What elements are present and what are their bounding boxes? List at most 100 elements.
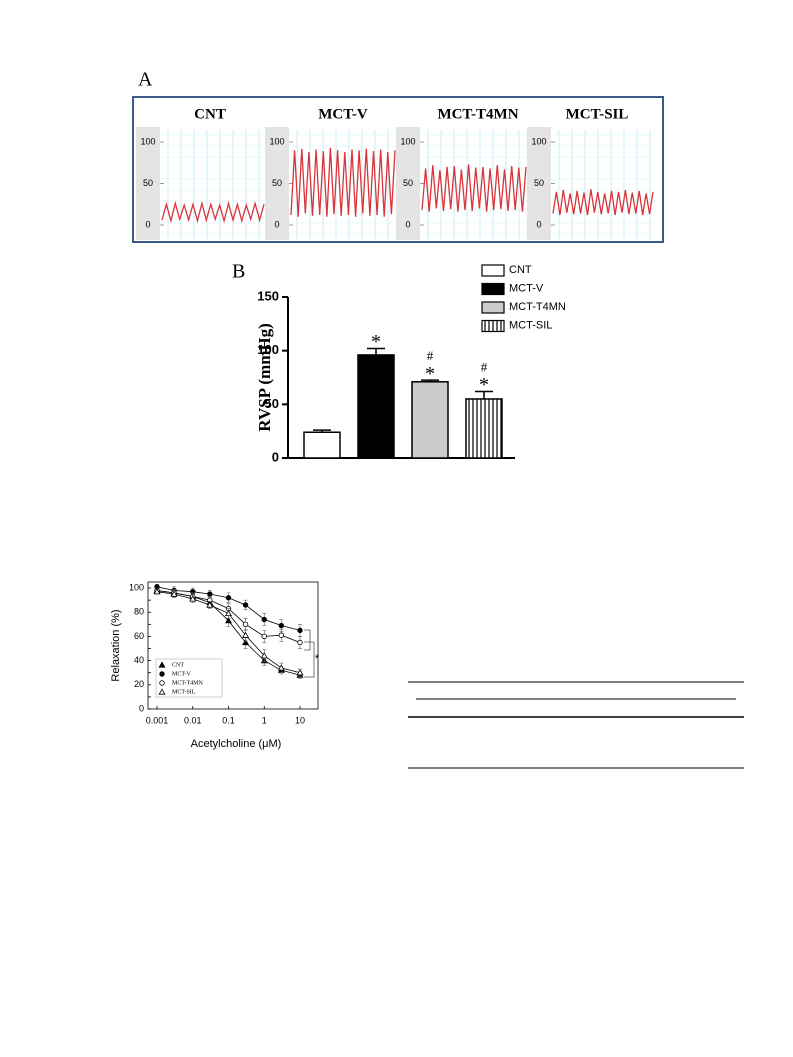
significance-bracket: [304, 629, 315, 678]
bar: [357, 354, 395, 459]
panel-a-frame: [132, 96, 664, 243]
pressure-trace: [161, 200, 265, 224]
y-tick-label: 20: [134, 679, 144, 689]
x-axis-label: Acetylcholine (μM): [191, 738, 282, 750]
data-point: [277, 664, 285, 671]
data-point: [242, 602, 249, 608]
data-point: [261, 616, 267, 623]
y-tick-label: 100: [531, 136, 546, 146]
significance-mark: #: [481, 359, 488, 374]
y-tick-label: 100: [400, 136, 415, 146]
trace-title: MCT-T4MN: [437, 106, 518, 122]
legend-swatch: [481, 301, 505, 314]
legend-marker: [158, 688, 166, 695]
x-tick-label: 10: [295, 715, 305, 725]
y-tick-label: 0: [145, 219, 150, 229]
plot-frame: [147, 581, 319, 710]
y-tick-label: 100: [129, 582, 144, 592]
trace-bg: [551, 130, 655, 240]
data-point: [207, 591, 213, 597]
significance-mark: *: [479, 374, 489, 396]
error-bar: [367, 347, 385, 355]
data-point: [170, 590, 178, 597]
x-tick-label: 0.1: [222, 715, 235, 725]
data-point: [225, 609, 232, 617]
y-tick-label: 50: [534, 178, 544, 188]
data-point: [206, 601, 214, 608]
bar: [303, 431, 341, 459]
y-tick-label: 40: [134, 655, 144, 665]
pressure-trace: [552, 189, 654, 216]
x-tick-label: 0.001: [146, 715, 169, 725]
legend-frame: [155, 658, 223, 698]
data-point: [225, 617, 232, 624]
y-tick-label: 60: [134, 631, 144, 641]
trace-title: MCT-SIL: [566, 106, 629, 122]
panel-label: B: [232, 261, 245, 283]
data-point: [261, 633, 267, 640]
y-axis-label: RVSP (mmHg): [255, 323, 274, 431]
pressure-trace: [290, 147, 396, 217]
significance-mark: #: [427, 348, 434, 363]
data-point: [242, 621, 249, 628]
data-point: [260, 652, 268, 659]
trace-gutter: [527, 127, 551, 240]
pressure-trace: [421, 164, 527, 212]
error-bar: [421, 379, 439, 382]
legend-marker: [158, 661, 166, 668]
y-tick-label: 0: [274, 219, 279, 229]
legend-swatch: [481, 319, 505, 333]
bar: [465, 398, 503, 459]
legend-label: MCT-T4MN: [509, 301, 566, 313]
y-tick-label: 0: [536, 219, 541, 229]
panel-label: A: [138, 69, 153, 91]
y-tick-label: 50: [272, 178, 282, 188]
legend-label: MCT-SIL: [172, 689, 196, 695]
legend-swatch: [481, 282, 505, 296]
data-point: [278, 622, 285, 629]
significance-mark: *: [425, 363, 435, 385]
y-axis-label: Relaxation (%): [110, 609, 122, 681]
data-point: [296, 669, 304, 676]
legend-label: CNT: [172, 662, 184, 668]
trace-gutter: [265, 127, 289, 240]
error-bar: [313, 429, 331, 433]
y-tick-label: 0: [272, 449, 279, 464]
significance-mark: *: [371, 331, 381, 353]
legend-swatch: [481, 264, 505, 277]
error-bar: [475, 390, 493, 399]
data-point: [189, 595, 197, 602]
y-tick-label: 100: [269, 136, 284, 146]
significance-mark: *: [315, 653, 320, 665]
trace-gutter: [136, 127, 160, 240]
y-tick-label: 0: [405, 219, 410, 229]
legend-label: MCT-T4MN: [172, 680, 203, 686]
y-tick-label: 50: [265, 396, 279, 411]
legend-marker: [159, 680, 165, 686]
data-point: [225, 595, 232, 601]
table-rules: [408, 681, 744, 769]
y-tick-label: 80: [134, 607, 144, 617]
trace-title: CNT: [194, 106, 226, 122]
legend-label: MCT-V: [172, 671, 191, 677]
data-point: [278, 632, 285, 638]
data-point: [242, 631, 250, 638]
y-tick-label: 50: [143, 178, 153, 188]
y-tick-label: 0: [139, 703, 144, 713]
y-tick-label: 100: [257, 342, 279, 357]
x-tick-label: 1: [262, 715, 267, 725]
legend-label: MCT-SIL: [509, 319, 552, 331]
legend-marker: [159, 671, 165, 677]
y-tick-label: 50: [403, 178, 413, 188]
legend-label: CNT: [509, 264, 532, 276]
data-point: [242, 638, 250, 646]
data-point: [297, 627, 303, 634]
trace-gutter: [396, 127, 420, 240]
data-point: [297, 639, 303, 646]
bar: [411, 381, 449, 459]
y-tick-label: 100: [140, 136, 155, 146]
trace-bg: [160, 130, 266, 240]
legend-label: MCT-V: [509, 282, 544, 294]
